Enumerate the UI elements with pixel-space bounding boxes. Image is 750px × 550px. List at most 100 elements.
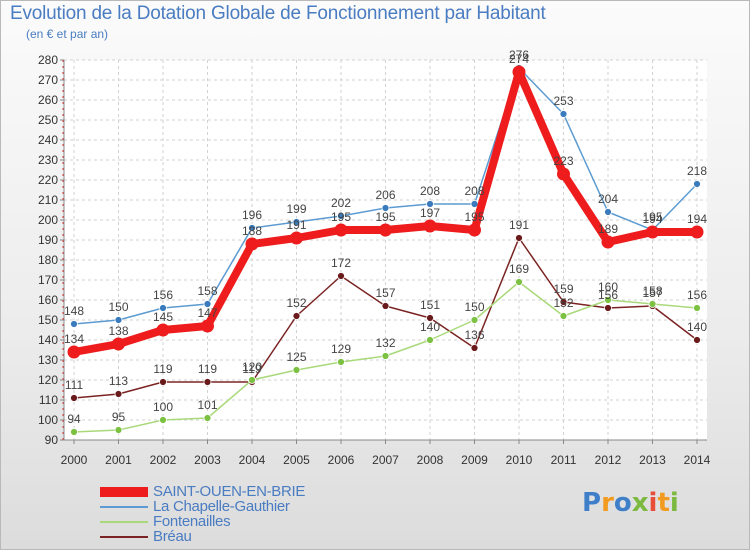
data-label: 191 bbox=[509, 218, 529, 232]
data-point bbox=[290, 231, 303, 245]
data-label: 152 bbox=[286, 296, 306, 310]
data-label: 195 bbox=[464, 210, 484, 224]
data-point bbox=[67, 345, 81, 359]
legend-label: Bréau bbox=[153, 528, 192, 545]
x-tick-label: 2000 bbox=[61, 453, 88, 467]
data-point bbox=[379, 223, 392, 237]
data-point bbox=[559, 298, 568, 306]
data-label: 95 bbox=[112, 410, 126, 424]
data-label: 101 bbox=[197, 398, 217, 412]
x-tick-label: 2014 bbox=[684, 453, 711, 467]
data-point bbox=[70, 428, 78, 436]
data-point bbox=[693, 180, 701, 188]
data-label: 158 bbox=[197, 284, 217, 298]
legend-label: SAINT-OUEN-EN-BRIE bbox=[153, 483, 306, 500]
legend-swatch bbox=[100, 506, 148, 508]
x-tick-label: 2002 bbox=[150, 453, 177, 467]
data-label: 100 bbox=[153, 400, 173, 414]
y-tick-label: 100 bbox=[38, 413, 58, 427]
data-point bbox=[248, 376, 256, 384]
data-point bbox=[159, 378, 167, 386]
y-tick-label: 160 bbox=[38, 293, 58, 307]
data-label: 208 bbox=[420, 184, 440, 198]
data-point bbox=[470, 344, 479, 352]
x-tick-label: 2010 bbox=[506, 453, 533, 467]
data-label: 113 bbox=[109, 374, 128, 388]
legend-label: Fontenailles bbox=[153, 513, 231, 530]
data-label: 151 bbox=[420, 298, 440, 312]
data-point bbox=[203, 378, 212, 386]
data-label: 195 bbox=[331, 210, 351, 224]
data-point bbox=[690, 225, 704, 239]
x-tick-label: 2003 bbox=[194, 453, 221, 467]
x-tick-label: 2011 bbox=[551, 453, 577, 467]
data-point bbox=[337, 272, 345, 280]
data-label: 136 bbox=[464, 328, 484, 342]
y-tick-label: 170 bbox=[38, 273, 58, 287]
data-point bbox=[70, 394, 78, 402]
data-point bbox=[292, 312, 301, 320]
data-point bbox=[693, 336, 701, 344]
legend-swatch bbox=[100, 487, 148, 497]
data-point bbox=[245, 237, 259, 251]
data-point bbox=[248, 224, 256, 232]
data-point bbox=[381, 204, 390, 212]
y-tick-label: 250 bbox=[38, 113, 58, 127]
y-tick-label: 280 bbox=[38, 53, 58, 67]
data-point bbox=[646, 225, 659, 239]
data-label: 125 bbox=[286, 350, 306, 364]
data-point bbox=[203, 300, 212, 308]
data-label: 119 bbox=[242, 362, 261, 376]
data-point bbox=[468, 223, 481, 237]
data-label: 119 bbox=[153, 362, 172, 376]
data-point bbox=[114, 390, 123, 398]
data-point bbox=[112, 337, 125, 351]
data-point bbox=[203, 414, 212, 422]
data-label: 202 bbox=[331, 196, 351, 210]
data-point bbox=[559, 110, 568, 118]
data-label: 159 bbox=[553, 282, 573, 296]
data-label: 169 bbox=[509, 262, 529, 276]
data-point bbox=[648, 300, 657, 308]
data-label: 111 bbox=[65, 378, 84, 392]
data-label: 94 bbox=[67, 412, 81, 426]
chart-subtitle: (en € et par an) bbox=[26, 27, 109, 41]
y-tick-label: 260 bbox=[38, 93, 58, 107]
y-tick-label: 150 bbox=[38, 313, 58, 327]
data-label: 152 bbox=[553, 296, 573, 310]
data-label: 188 bbox=[242, 224, 262, 238]
x-tick-label: 2005 bbox=[283, 453, 310, 467]
data-label: 140 bbox=[420, 320, 440, 334]
data-label: 150 bbox=[108, 300, 128, 314]
data-point bbox=[381, 302, 390, 310]
x-tick-label: 2013 bbox=[639, 453, 666, 467]
data-point bbox=[70, 320, 78, 328]
data-label: 160 bbox=[598, 280, 618, 294]
y-tick-label: 110 bbox=[39, 393, 58, 407]
data-label: 132 bbox=[375, 336, 395, 350]
data-label: 172 bbox=[331, 256, 351, 270]
x-tick-label: 2006 bbox=[328, 453, 355, 467]
data-label: 197 bbox=[420, 206, 440, 220]
data-label: 134 bbox=[64, 332, 84, 346]
data-point bbox=[381, 352, 390, 360]
data-label: 120 bbox=[242, 360, 262, 374]
data-label: 194 bbox=[642, 212, 662, 226]
data-point bbox=[426, 200, 434, 208]
data-point bbox=[426, 314, 434, 322]
data-point bbox=[693, 304, 701, 312]
data-label: 150 bbox=[464, 300, 484, 314]
data-label: 199 bbox=[286, 202, 306, 216]
y-tick-label: 200 bbox=[38, 213, 58, 227]
data-label: 206 bbox=[375, 188, 395, 202]
y-tick-label: 90 bbox=[45, 433, 59, 447]
y-tick-label: 190 bbox=[38, 233, 58, 247]
x-tick-label: 2012 bbox=[595, 453, 622, 467]
data-point bbox=[470, 316, 479, 324]
data-label: 140 bbox=[687, 320, 707, 334]
data-point bbox=[201, 319, 214, 333]
data-label: 253 bbox=[553, 94, 573, 108]
x-tick-label: 2001 bbox=[105, 453, 132, 467]
data-label: 156 bbox=[153, 288, 173, 302]
